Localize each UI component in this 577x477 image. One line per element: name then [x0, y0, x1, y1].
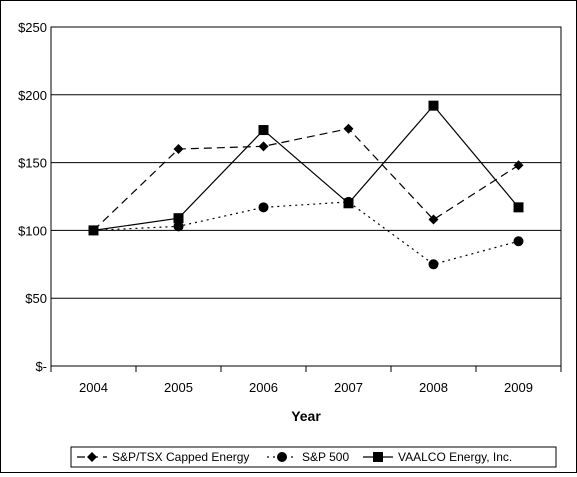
x-tick-label: 2005: [164, 380, 193, 395]
legend-marker: [87, 452, 97, 462]
y-tick-label: $-: [35, 359, 47, 374]
data-point: [258, 125, 269, 136]
x-tick-label: 2007: [334, 380, 363, 395]
legend-item: VAALCO Energy, Inc.: [363, 450, 512, 464]
data-point: [428, 100, 439, 111]
data-point: [173, 213, 184, 224]
legend-item: S&P 500: [267, 450, 349, 464]
data-point: [258, 202, 269, 213]
y-tick-label: $200: [18, 88, 47, 103]
legend: S&P/TSX Capped Energy S&P 500 VAALCO Energ…: [70, 446, 557, 468]
series-line: [93, 128, 519, 231]
series-line: [93, 201, 519, 265]
series-lines: [88, 100, 524, 270]
data-point: [513, 202, 524, 213]
legend-label: S&P/TSX Capped Energy: [112, 450, 249, 464]
y-axis-tick-labels: $- $50 $100 $150 $200 $250: [18, 20, 47, 374]
y-tick-label: $150: [18, 156, 47, 171]
legend-box: [70, 446, 557, 468]
x-tick-label: 2006: [249, 380, 278, 395]
legend-marker: [373, 452, 383, 462]
data-point: [428, 214, 439, 225]
data-point: [173, 144, 184, 155]
data-point: [343, 123, 354, 134]
x-tick-label: 2008: [419, 380, 448, 395]
y-tick-label: $250: [18, 20, 47, 35]
legend-marker: [277, 452, 287, 462]
series-1: [88, 123, 524, 236]
legend-label: VAALCO Energy, Inc.: [398, 450, 512, 464]
legend-item: S&P/TSX Capped Energy: [77, 450, 249, 464]
y-tick-label: $100: [18, 223, 47, 238]
data-point: [173, 221, 184, 232]
plot-area: [50, 26, 562, 367]
data-point: [88, 225, 99, 236]
x-tick-label: 2009: [504, 380, 533, 395]
y-tick-label: $50: [25, 291, 47, 306]
x-axis-title: Year: [291, 408, 321, 424]
data-point: [258, 141, 269, 152]
data-point: [513, 236, 524, 247]
gridlines: [51, 94, 561, 299]
data-point: [513, 160, 524, 171]
series-line: [93, 104, 519, 231]
x-axis-ticks: [50, 366, 562, 372]
series-2: [88, 196, 524, 270]
data-point: [428, 259, 439, 270]
x-axis-tick-labels: 2004 2005 2006 2007 2008 2009: [79, 380, 533, 395]
legend-label: S&P 500: [302, 450, 349, 464]
series-3: [88, 100, 524, 236]
x-tick-label: 2004: [79, 380, 108, 395]
data-point: [343, 198, 354, 209]
legend-items: S&P/TSX Capped Energy S&P 500 VAALCO Energ…: [77, 450, 512, 464]
